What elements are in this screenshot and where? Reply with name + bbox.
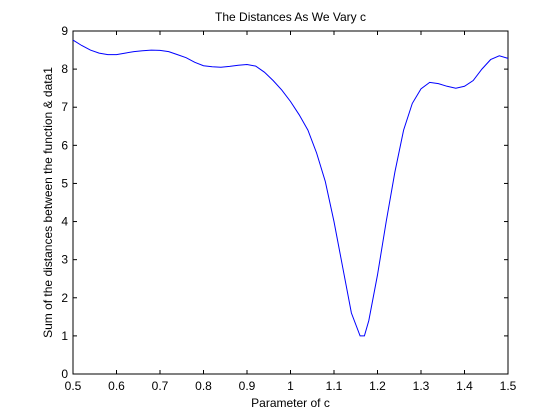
x-tick-label: 1.2: [369, 379, 386, 393]
y-tick-label: 2: [61, 291, 68, 305]
x-tick-label: 1.1: [326, 379, 343, 393]
axes-box: [72, 30, 509, 375]
y-tick-label: 4: [61, 215, 68, 229]
y-tick-labels: 0 1 2 3 4 5 6 7 8 9: [61, 24, 68, 381]
x-tick-label: 1: [287, 379, 294, 393]
y-tick-label: 5: [61, 176, 68, 190]
tick-marks: [72, 30, 509, 375]
y-tick-label: 3: [61, 253, 68, 267]
x-tick-label: 0.9: [239, 379, 256, 393]
x-tick-label: 1.5: [500, 379, 517, 393]
x-tick-labels: 0.5 0.6 0.7 0.8 0.9 1 1.1 1.2 1.3 1.4 1.5: [65, 379, 517, 393]
y-tick-label: 6: [61, 138, 68, 152]
y-tick-label: 9: [61, 24, 68, 38]
y-tick-label: 1: [61, 329, 68, 343]
x-tick-label: 0.5: [65, 379, 82, 393]
series-line: [72, 39, 509, 337]
y-axis-title: Sum of the distances between the functio…: [41, 67, 55, 338]
y-tick-label: 7: [61, 100, 68, 114]
x-tick-label: 0.6: [108, 379, 125, 393]
x-tick-label: 0.7: [152, 379, 169, 393]
x-tick-label: 1.4: [456, 379, 473, 393]
y-tick-label: 0: [61, 367, 68, 381]
x-axis-title: Parameter of c: [251, 396, 330, 410]
y-tick-label: 8: [61, 62, 68, 76]
x-tick-label: 1.3: [413, 379, 430, 393]
chart-title: The Distances As We Vary c: [215, 10, 366, 24]
x-tick-label: 0.8: [195, 379, 212, 393]
